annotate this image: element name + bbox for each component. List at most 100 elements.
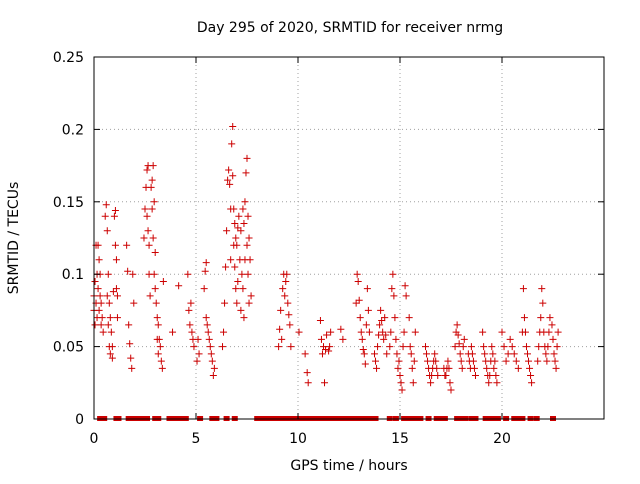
data-point xyxy=(94,241,102,249)
data-point xyxy=(327,328,335,336)
data-point xyxy=(433,364,441,372)
data-point xyxy=(190,343,198,351)
data-point xyxy=(550,350,558,358)
data-point xyxy=(357,328,365,336)
data-point xyxy=(514,364,522,372)
data-point xyxy=(427,379,435,387)
data-point xyxy=(409,379,417,387)
data-point xyxy=(504,350,512,358)
data-point xyxy=(393,350,401,358)
data-point xyxy=(444,357,452,365)
data-point xyxy=(390,292,398,300)
data-point xyxy=(353,270,361,278)
data-point xyxy=(240,314,248,322)
data-point xyxy=(219,343,227,351)
data-point xyxy=(359,345,367,353)
y-tick-label-3: 0.15 xyxy=(53,195,84,211)
data-point xyxy=(91,277,99,285)
data-point xyxy=(237,227,245,235)
data-point xyxy=(185,306,193,314)
data-point xyxy=(406,343,414,351)
data-point xyxy=(229,123,237,131)
data-point xyxy=(491,357,499,365)
data-point xyxy=(239,285,247,293)
data-point xyxy=(552,364,560,372)
data-point xyxy=(485,379,493,387)
data-point xyxy=(362,321,370,329)
data-point xyxy=(380,335,388,343)
data-point xyxy=(158,364,166,372)
data-point xyxy=(399,343,407,351)
data-point xyxy=(486,372,494,380)
data-point xyxy=(91,321,99,329)
data-point xyxy=(98,314,106,322)
data-point xyxy=(145,241,153,249)
data-point xyxy=(153,314,161,322)
data-point xyxy=(365,328,373,336)
data-point xyxy=(152,299,160,307)
data-point xyxy=(231,263,239,271)
data-point xyxy=(383,350,391,358)
data-point xyxy=(549,335,557,343)
data-point xyxy=(490,364,498,372)
data-point xyxy=(376,321,384,329)
data-point xyxy=(470,364,478,372)
data-point xyxy=(498,328,506,336)
y-tick-label-5: 0.25 xyxy=(53,50,84,66)
data-point xyxy=(512,357,520,365)
data-point xyxy=(447,386,455,394)
data-point xyxy=(234,277,242,285)
data-point xyxy=(96,292,104,300)
data-point xyxy=(287,343,295,351)
data-point xyxy=(244,270,252,278)
data-point xyxy=(469,357,477,365)
data-point xyxy=(519,285,527,293)
data-point xyxy=(548,321,556,329)
data-point xyxy=(126,340,134,348)
data-point xyxy=(424,357,432,365)
data-point xyxy=(392,335,400,343)
data-point xyxy=(103,292,111,300)
x-tick-label-4: 20 xyxy=(493,431,511,447)
data-point xyxy=(225,166,233,174)
data-point xyxy=(156,343,164,351)
data-point xyxy=(295,328,303,336)
data-point xyxy=(127,354,135,362)
data-point xyxy=(95,256,103,264)
data-point xyxy=(356,314,364,322)
data-point xyxy=(323,331,331,339)
data-point xyxy=(284,299,292,307)
data-point xyxy=(374,343,382,351)
x-tick-label-3: 15 xyxy=(391,431,409,447)
data-point xyxy=(508,343,516,351)
data-point xyxy=(222,263,230,271)
data-point xyxy=(483,364,491,372)
data-point xyxy=(101,212,109,220)
data-point xyxy=(372,357,380,365)
data-point xyxy=(539,299,547,307)
data-point xyxy=(363,285,371,293)
data-point xyxy=(377,306,385,314)
data-point xyxy=(245,299,253,307)
data-point xyxy=(445,364,453,372)
y-tick-label-2: 0.1 xyxy=(62,267,84,283)
data-point xyxy=(382,331,390,339)
data-point xyxy=(371,350,378,358)
data-point xyxy=(108,343,116,351)
data-point xyxy=(459,343,467,351)
data-point xyxy=(361,360,369,368)
data-point xyxy=(97,299,105,307)
data-point xyxy=(451,343,459,351)
data-point xyxy=(521,328,529,336)
data-point xyxy=(407,350,415,358)
data-point xyxy=(434,372,442,380)
data-point xyxy=(510,350,518,358)
data-point xyxy=(316,317,324,325)
data-point xyxy=(237,306,245,314)
data-point xyxy=(456,350,464,358)
data-point xyxy=(454,331,462,339)
data-point xyxy=(428,372,436,380)
data-point xyxy=(188,328,196,336)
